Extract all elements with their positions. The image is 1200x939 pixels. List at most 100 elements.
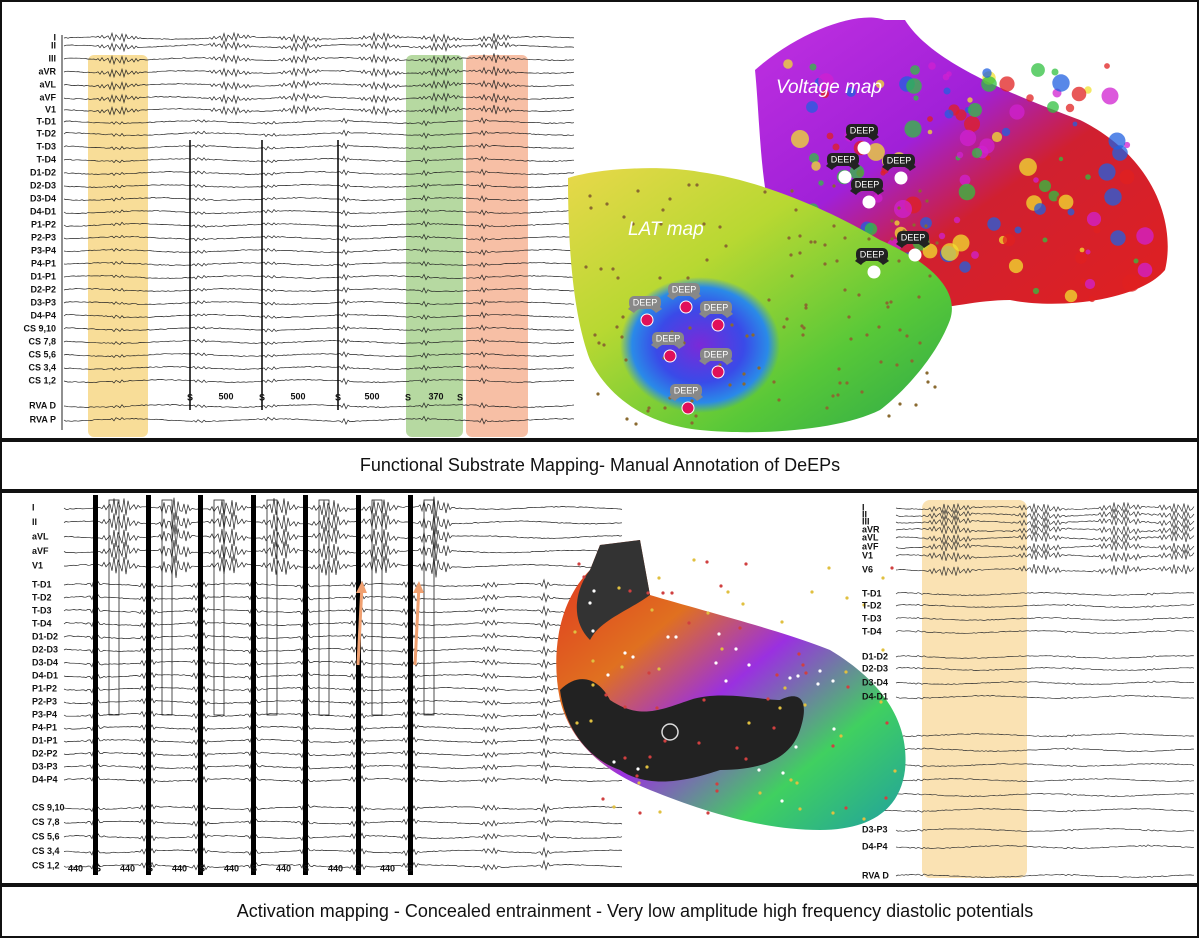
map-dot — [780, 799, 784, 803]
map-dot — [826, 132, 834, 140]
map-dot — [782, 325, 786, 329]
map-dot — [659, 222, 663, 226]
egm-trace — [63, 337, 575, 347]
marker-badge — [856, 248, 888, 261]
map-dot — [845, 381, 849, 385]
map-dot — [1110, 230, 1126, 246]
map-dot — [809, 153, 819, 163]
interval-label: 440 — [276, 863, 291, 873]
egm-trace — [63, 273, 575, 281]
map-dot — [591, 659, 595, 663]
egm-trace — [861, 808, 1195, 813]
channel-label: D3-D4 — [30, 193, 56, 203]
map-dot — [674, 635, 678, 639]
marker-dot — [681, 401, 695, 415]
map-dot — [1033, 177, 1039, 183]
map-dot — [735, 746, 739, 750]
channel-label: P1-P2 — [31, 219, 56, 229]
map-dot — [912, 223, 916, 227]
map-dot — [719, 584, 723, 588]
egm-trace — [63, 260, 575, 269]
map-dot — [647, 671, 651, 675]
egm-trace — [63, 721, 623, 734]
map-dot — [775, 673, 779, 677]
map-dot — [658, 276, 662, 280]
map-dot — [794, 745, 798, 749]
egm-trace — [63, 155, 574, 165]
stim-marker: S — [259, 392, 265, 402]
map-dot — [843, 236, 847, 240]
map-dot — [623, 756, 627, 760]
map-dot — [832, 224, 836, 228]
map-dot — [844, 670, 848, 674]
stim-artifact — [198, 495, 203, 875]
map-dot — [575, 721, 579, 725]
map-dot — [877, 325, 881, 329]
map-dot — [1047, 101, 1059, 113]
highlight — [88, 55, 148, 437]
map-dot — [854, 565, 858, 569]
map-dot — [705, 258, 709, 262]
map-dot — [706, 611, 710, 615]
map-dot — [862, 817, 866, 821]
stim-box — [318, 499, 330, 716]
channel-label: D2-D3 — [32, 644, 58, 654]
marker-label: DEEP — [887, 155, 912, 165]
channel-label: D2-P2 — [32, 748, 58, 758]
panel-frame — [0, 491, 1199, 885]
map-dot — [670, 591, 674, 595]
map-dot — [714, 661, 718, 665]
map-dot — [694, 414, 698, 418]
map-dot — [1039, 180, 1051, 192]
map-dot — [985, 155, 991, 161]
map-dot — [745, 334, 749, 338]
channel-label: CS 3,4 — [28, 362, 56, 372]
egm-trace — [63, 298, 574, 308]
map-dot — [818, 180, 824, 186]
map-dot — [688, 326, 692, 330]
map-dot — [724, 244, 728, 248]
channel-label: T-D4 — [862, 626, 882, 636]
map-dot — [832, 727, 836, 731]
map-dot — [616, 276, 620, 280]
map-dot — [601, 797, 605, 801]
marker-badge — [629, 296, 661, 309]
egm-trace — [895, 655, 1195, 659]
map-dot — [953, 216, 961, 224]
egm-trace — [63, 496, 623, 520]
channel-label: T-D1 — [32, 579, 52, 589]
map-dot — [875, 79, 885, 89]
map-dot — [788, 676, 792, 680]
map-dot — [844, 806, 848, 810]
map-dot — [772, 726, 776, 730]
map-dot — [897, 206, 901, 210]
map-dot — [687, 621, 691, 625]
map-dot — [668, 197, 672, 201]
egm-trace — [895, 695, 1195, 700]
map-dot — [690, 399, 694, 403]
stim-marker: S — [335, 392, 341, 402]
egm-trace — [63, 859, 623, 871]
map-dot — [726, 590, 730, 594]
channel-label: aVR — [38, 66, 56, 76]
channel-label: RVA D — [862, 870, 889, 880]
map-dot — [795, 781, 799, 785]
interval-label: 440 — [120, 863, 135, 873]
egm-trace — [895, 515, 1195, 529]
channel-label: V6 — [862, 564, 873, 574]
map-dot — [634, 422, 638, 426]
map-dot — [1051, 68, 1059, 76]
stim-box — [213, 499, 225, 716]
caption-frame — [0, 885, 1199, 938]
map-dot — [620, 335, 624, 339]
caption: Functional Substrate Mapping- Manual Ann… — [360, 455, 840, 475]
map-texture — [573, 558, 897, 821]
map-dot — [612, 805, 616, 809]
map-dot — [1058, 194, 1074, 210]
egm-trace — [861, 763, 1195, 768]
map-dot — [623, 651, 627, 655]
stim-artifact — [356, 495, 361, 875]
egm-trace — [63, 631, 623, 644]
map-dot — [791, 130, 809, 148]
